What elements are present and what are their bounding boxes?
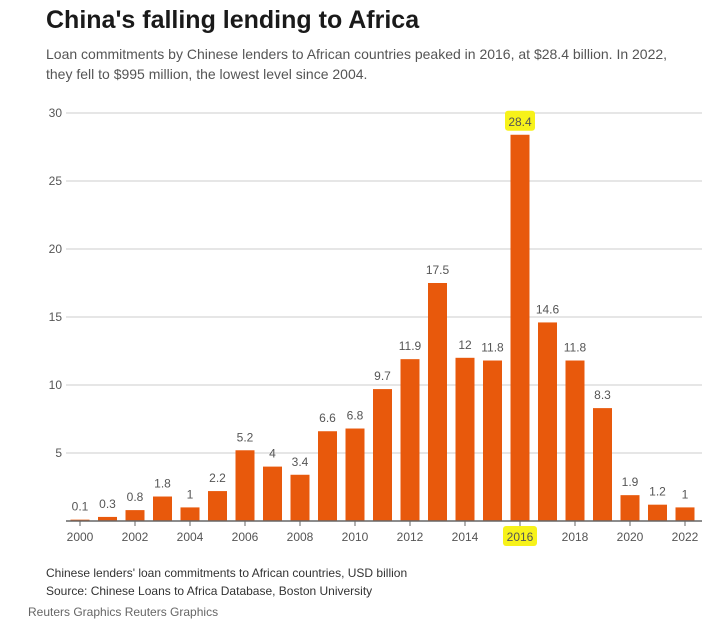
data-label: 14.6 [536,302,560,316]
bar [153,496,172,521]
bar [455,357,475,521]
credit-line: Reuters Graphics Reuters Graphics [28,605,219,619]
y-tick-label: 5 [55,446,62,460]
data-label: 11.9 [399,339,422,353]
x-tick-label: 2010 [342,530,369,544]
bar [373,389,392,521]
y-tick-label: 20 [49,242,63,256]
bar [483,360,502,521]
bar [648,504,667,521]
data-label: 1 [187,487,194,501]
chart-footnote: Chinese lenders' loan commitments to Afr… [46,566,408,580]
x-tick-label: 2014 [452,530,479,544]
data-label: 3.4 [292,455,309,469]
data-label: 0.1 [72,500,89,514]
bar-chart: 5 10 15 20 25 30 0.1 0.3 0.8 1.8 1 2.2 5.2 4 3.4 6.6 6.8… [49,106,702,546]
chart-source: Source: Chinese Loans to Africa Database… [46,584,373,598]
y-tick-label: 25 [49,174,63,188]
data-label: 6.6 [319,411,336,425]
bar [565,360,585,521]
bar [538,322,557,521]
data-label: 8.3 [594,388,611,402]
bar [428,283,447,521]
data-label: 11.8 [481,341,504,355]
x-tick-label: 2006 [232,530,259,544]
y-tick-label: 30 [49,106,63,120]
data-label: 11.8 [564,341,587,355]
bar [620,495,640,521]
y-tick-label: 15 [49,310,63,324]
data-label: 17.5 [426,263,450,277]
x-tick-label: 2022 [672,530,699,544]
data-label: 6.8 [347,409,364,423]
bar [400,359,420,521]
y-tick-label: 10 [49,378,63,392]
data-label: 5.2 [237,430,254,444]
chart-subtitle: Loan commitments by Chinese lenders to A… [46,46,668,82]
x-tick-label: 2002 [122,530,149,544]
x-tick-label: 2020 [617,530,644,544]
bar [180,507,200,521]
data-label: 1.8 [154,477,171,491]
bar [263,466,282,521]
data-label: 1.2 [649,485,666,499]
data-label: 0.8 [127,490,144,504]
bar [510,134,530,521]
chart-title: China's falling lending to Africa [46,6,420,34]
data-label: 0.3 [99,497,116,511]
x-tick-label: 2012 [397,530,424,544]
bar [290,474,310,521]
data-label: 4 [269,447,276,461]
bar [125,510,145,521]
x-tick-label: 2008 [287,530,314,544]
x-tick-label: 2000 [67,530,94,544]
x-tick-label: 2016 [507,530,534,544]
bar [98,516,117,521]
data-label: 28.4 [508,115,532,129]
bar [235,450,255,521]
data-label: 9.7 [374,369,391,383]
bar [675,507,695,521]
data-label: 2.2 [209,471,226,485]
x-tick-label: 2018 [562,530,589,544]
data-label: 12 [458,338,472,352]
bar [593,408,612,521]
data-label-highlight [505,110,535,131]
bar [318,431,337,521]
data-label: 1.9 [622,475,639,489]
bar [345,428,365,521]
bar [208,491,227,521]
x-tick-label-highlight [503,526,537,546]
x-tick-label: 2004 [177,530,204,544]
data-label: 1 [682,487,689,501]
